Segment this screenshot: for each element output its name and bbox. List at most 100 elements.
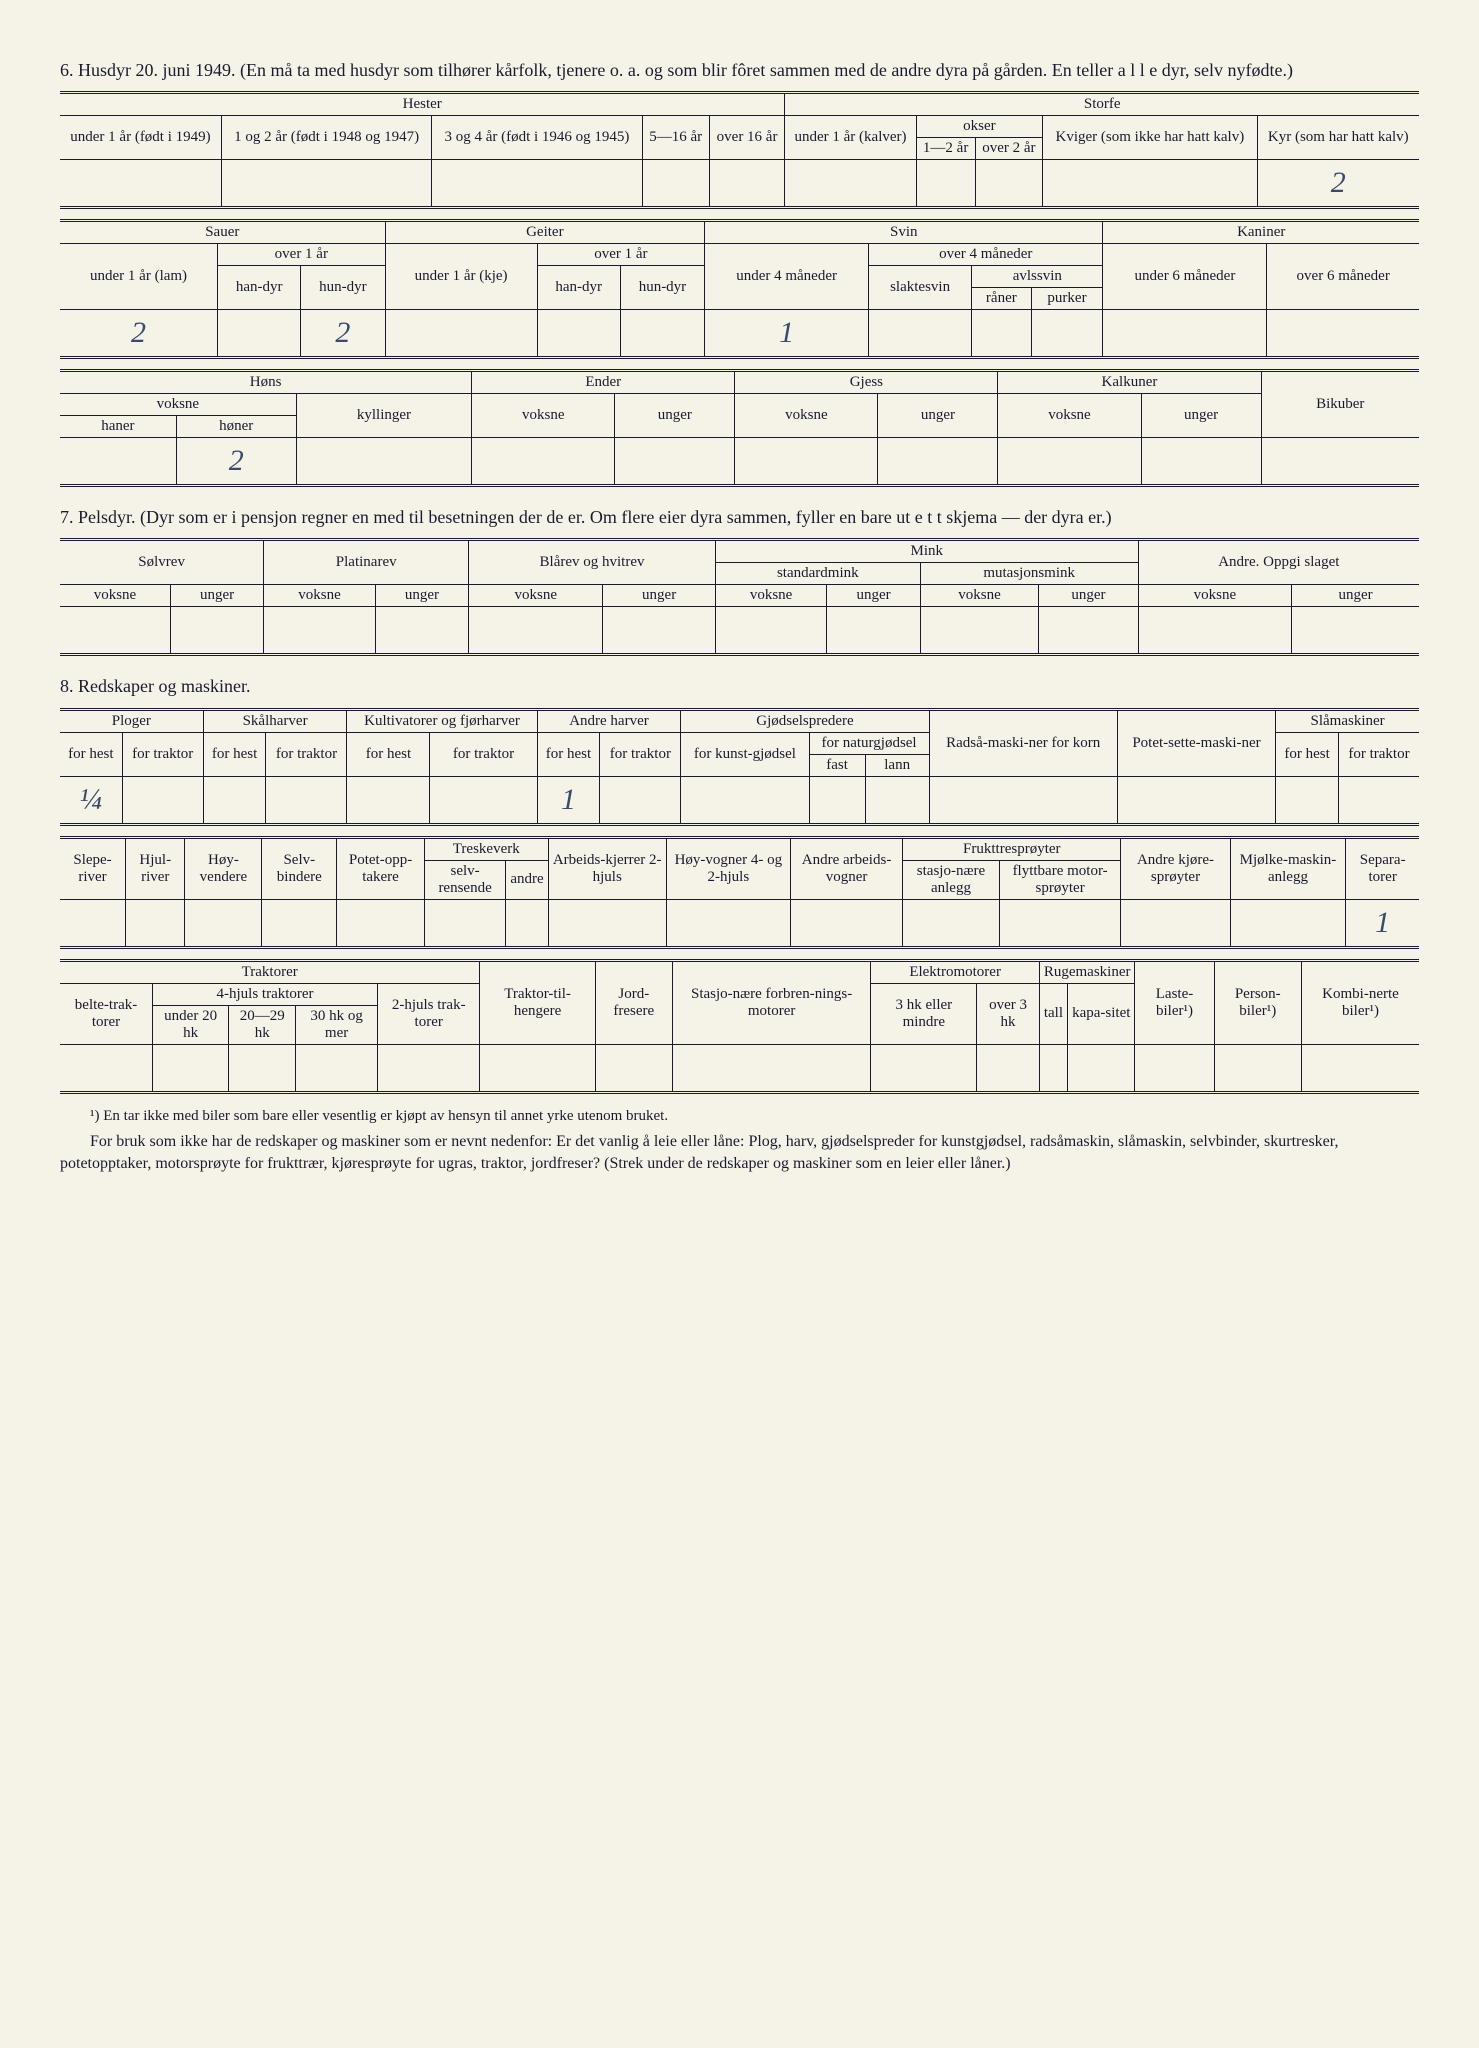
kultivatorer-label: Kultivatorer og fjørharver — [347, 709, 537, 732]
fruktsproyter-label: Frukttresprøyter — [903, 837, 1121, 860]
col-honer: høner — [176, 416, 296, 438]
solvrev-label: Sølvrev — [60, 540, 264, 585]
c-3hk: 3 hk eller mindre — [871, 983, 977, 1044]
col-over1-sau: over 1 år — [218, 244, 385, 266]
col-kalver: under 1 år (kalver) — [785, 116, 916, 160]
col-voksne: voksne — [920, 585, 1039, 607]
table-redskaper-3: Traktorer Traktor-til-hengere Jord-frese… — [60, 959, 1419, 1094]
col-okser-1-2: 1—2 år — [916, 138, 975, 160]
cell — [60, 160, 221, 208]
col-voksne-k: voksne — [998, 394, 1141, 438]
col-kje: under 1 år (kje) — [385, 244, 537, 310]
col-avlssvin: avlssvin — [972, 266, 1103, 288]
cell — [375, 607, 468, 655]
cell — [790, 899, 902, 947]
hjulriver-label: Hjul-river — [126, 837, 185, 899]
col-hundyr-g: hun-dyr — [620, 266, 704, 310]
sauer-label: Sauer — [60, 221, 385, 244]
cell — [672, 1044, 871, 1092]
cell — [266, 776, 347, 824]
cell — [871, 1044, 977, 1092]
separatorer-label: Separa-torer — [1346, 837, 1419, 899]
col-voksne: voksne — [1138, 585, 1292, 607]
table-redskaper-1: Ploger Skålharver Kultivatorer og fjørha… — [60, 708, 1419, 826]
c-over3hk: over 3 hk — [977, 983, 1040, 1044]
col-under6m: under 6 måneder — [1103, 244, 1267, 310]
cell — [60, 438, 176, 486]
col-kviger: Kviger (som ikke har hatt kalv) — [1043, 116, 1257, 160]
firehjuls-label: 4-hjuls traktorer — [153, 983, 378, 1005]
c-forhest: for hest — [347, 732, 430, 776]
col-slaktesvin: slaktesvin — [869, 266, 972, 310]
col-unger: unger — [1039, 585, 1138, 607]
col-unger-k: unger — [1141, 394, 1261, 438]
cell — [424, 899, 506, 947]
storfe-label: Storfe — [785, 93, 1419, 116]
col-kyllinger: kyllinger — [296, 394, 472, 438]
cell — [603, 607, 715, 655]
col-voksne: voksne — [60, 585, 170, 607]
cell — [1141, 438, 1261, 486]
cell — [977, 1044, 1040, 1092]
col-unger: unger — [603, 585, 715, 607]
cell-under4m: 1 — [705, 310, 869, 358]
andre-label: Andre. Oppgi slaget — [1138, 540, 1419, 585]
elektro-label: Elektromotorer — [871, 960, 1039, 983]
hons-label: Høns — [60, 371, 472, 394]
cell-andre-harver-hest: 1 — [537, 776, 600, 824]
col-voksne-h: voksne — [60, 394, 296, 416]
cell — [785, 160, 916, 208]
cell — [809, 776, 865, 824]
cell — [430, 776, 537, 824]
cell — [681, 776, 809, 824]
c-forhest: for hest — [203, 732, 266, 776]
cell — [620, 310, 704, 358]
cell — [999, 899, 1121, 947]
cell — [469, 607, 603, 655]
geiter-label: Geiter — [385, 221, 705, 244]
c-fast: fast — [809, 754, 865, 776]
andre-harver-label: Andre harver — [537, 709, 681, 732]
cell — [229, 1044, 296, 1092]
c-kapasitet: kapa-sitet — [1068, 983, 1135, 1044]
cell — [1292, 607, 1419, 655]
mjolke-label: Mjølke-maskin-anlegg — [1230, 837, 1346, 899]
andre-kjore-label: Andre kjøre-sprøyter — [1121, 837, 1230, 899]
table-pelsdyr: Sølvrev Platinarev Blårev og hvitrev Min… — [60, 538, 1419, 656]
col-okser-over2: over 2 år — [975, 138, 1043, 160]
section7-heading: 7. Pelsdyr. (Dyr som er i pensjon regner… — [60, 505, 1419, 530]
cell-kyr: 2 — [1257, 160, 1419, 208]
kombinerte-label: Kombi-nerte biler¹) — [1301, 960, 1419, 1044]
cell — [929, 776, 1117, 824]
table-fjorfe: Høns Ender Gjess Kalkuner Bikuber voksne… — [60, 369, 1419, 487]
cell — [972, 310, 1031, 358]
footnote-1: ¹) En tar ikke med biler som bare eller … — [60, 1108, 1419, 1125]
radsa-label: Radså-maski-ner for korn — [929, 709, 1117, 776]
col-1og2: 1 og 2 år (født i 1948 og 1947) — [221, 116, 431, 160]
cell — [920, 607, 1039, 655]
tohjuls-label: 2-hjuls trak-torer — [378, 983, 480, 1044]
col-voksne-g: voksne — [735, 394, 878, 438]
c-flyttbare: flyttbare motor-sprøyter — [999, 860, 1121, 899]
col-voksne-e: voksne — [472, 394, 615, 438]
cell — [709, 160, 785, 208]
cell — [1039, 1044, 1067, 1092]
cell — [378, 1044, 480, 1092]
cell — [506, 899, 548, 947]
c-fortraktor: for traktor — [600, 732, 681, 776]
col-3og4: 3 og 4 år (født i 1946 og 1945) — [432, 116, 642, 160]
cell — [1138, 607, 1292, 655]
cell — [218, 310, 301, 358]
cell — [615, 438, 735, 486]
cell — [1338, 776, 1419, 824]
col-kyr: Kyr (som har hatt kalv) — [1257, 116, 1419, 160]
tilhengere-label: Traktor-til-hengere — [480, 960, 595, 1044]
cell — [1103, 310, 1267, 358]
cell — [998, 438, 1141, 486]
c-andre: andre — [506, 860, 548, 899]
belte-label: belte-trak-torer — [60, 983, 153, 1044]
paragraph: For bruk som ikke har de redskaper og ma… — [60, 1131, 1419, 1176]
standardmink-label: standardmink — [715, 563, 920, 585]
c-forhest: for hest — [537, 732, 600, 776]
c-selvrensende: selv-rensende — [424, 860, 506, 899]
